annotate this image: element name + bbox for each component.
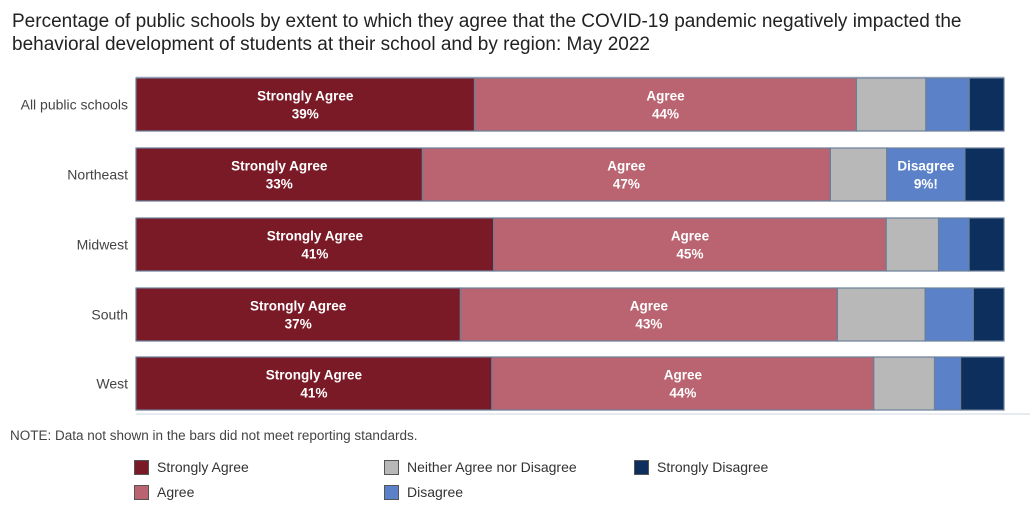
category-label: South <box>91 307 128 323</box>
bar-segment-neither <box>829 147 888 202</box>
bar-segment-strongly_disagree <box>968 77 1005 132</box>
segment-series-label: Agree <box>664 368 703 383</box>
chart-title: Percentage of public schools by extent t… <box>12 11 962 55</box>
bar-segment-disagree <box>886 147 966 202</box>
segment-series-label: Strongly Agree <box>257 89 354 104</box>
segment-value-label: 9%! <box>914 177 938 192</box>
bar-segment-strongly_disagree <box>972 287 1005 342</box>
bar-segment-strongly_agree <box>135 77 476 132</box>
bar-segment-neither <box>836 287 926 342</box>
bar-segment-neither <box>855 77 927 132</box>
bar-segment-neither <box>885 217 940 272</box>
segment-value-label: 44% <box>669 386 696 401</box>
segment-value-label: 33% <box>266 177 293 192</box>
category-label: Northeast <box>67 167 128 183</box>
segment-value-label: 45% <box>676 247 703 262</box>
segment-series-label: Disagree <box>897 159 955 174</box>
segment-series-label: Agree <box>607 159 646 174</box>
segment-value-label: 44% <box>652 107 679 122</box>
bar-segment-disagree <box>933 356 962 411</box>
segment-value-label: 41% <box>301 247 328 262</box>
segment-series-label: Strongly Agree <box>266 368 363 383</box>
bar-segment-strongly_disagree <box>959 356 1005 411</box>
bar-segment-agree <box>493 217 887 272</box>
segment-series-label: Agree <box>671 229 710 244</box>
bar-segment-agree <box>421 147 831 202</box>
bar-segment-strongly_agree <box>135 217 495 272</box>
category-label: West <box>96 376 128 392</box>
segment-value-label: 47% <box>613 177 640 192</box>
segment-value-label: 39% <box>292 107 319 122</box>
segment-series-label: Strongly Agree <box>250 299 347 314</box>
segment-value-label: 37% <box>285 317 312 332</box>
segment-series-label: Strongly Agree <box>267 229 364 244</box>
bar-segment-disagree <box>924 287 974 342</box>
bar-segment-agree <box>473 77 858 132</box>
bar-segment-strongly_agree <box>135 147 424 202</box>
segment-series-label: Agree <box>630 299 669 314</box>
bar-segment-strongly_agree <box>135 287 462 342</box>
bar-segment-strongly_disagree <box>968 217 1005 272</box>
bar-segment-agree <box>459 287 839 342</box>
bar-segment-disagree <box>937 217 970 272</box>
bar-segment-disagree <box>925 77 970 132</box>
segment-series-label: Agree <box>646 89 685 104</box>
segment-value-label: 41% <box>300 386 327 401</box>
segment-value-label: 43% <box>635 317 662 332</box>
bar-segment-strongly_disagree <box>964 147 1005 202</box>
bar-segment-agree <box>491 356 875 411</box>
chart-note: NOTE: Data not shown in the bars did not… <box>10 428 418 443</box>
category-label: All public schools <box>21 97 128 113</box>
bar-segment-strongly_agree <box>135 356 493 411</box>
segment-series-label: Strongly Agree <box>231 159 328 174</box>
category-label: Midwest <box>77 237 128 253</box>
bar-segment-neither <box>873 356 936 411</box>
